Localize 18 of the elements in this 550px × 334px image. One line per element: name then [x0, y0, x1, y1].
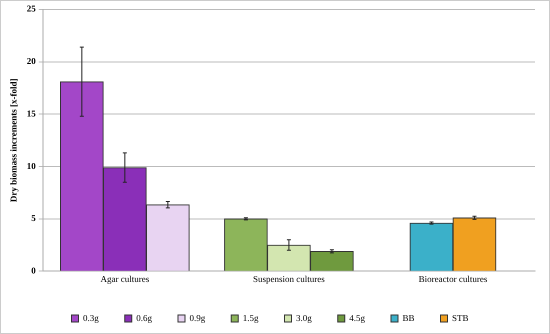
legend-label: 0.3g [82, 312, 100, 323]
legend-label: 0.9g [189, 312, 206, 323]
legend-label: 1.5g [242, 312, 259, 323]
y-tick-label: 15 [26, 108, 36, 118]
y-axis-title: Dry biomass increments [x-fold] [8, 78, 19, 202]
legend-label: STB [452, 312, 469, 323]
legend-label: 3.0g [296, 312, 312, 323]
y-tick-label: 10 [26, 160, 36, 171]
x-tick-label: Suspension cultures [253, 274, 326, 284]
x-tick-label: Agar cultures [100, 274, 150, 284]
y-tick-label: 25 [26, 4, 36, 14]
y-tick-label: 5 [31, 213, 36, 224]
legend-label: BB [402, 312, 415, 323]
y-tick-label: 20 [26, 56, 36, 66]
x-tick-label: Bioreactor cultures [418, 274, 488, 284]
legend-label: 4.5g [349, 312, 366, 323]
y-tick-label: 0 [31, 266, 36, 276]
legend-label: 0.6g [136, 312, 152, 323]
